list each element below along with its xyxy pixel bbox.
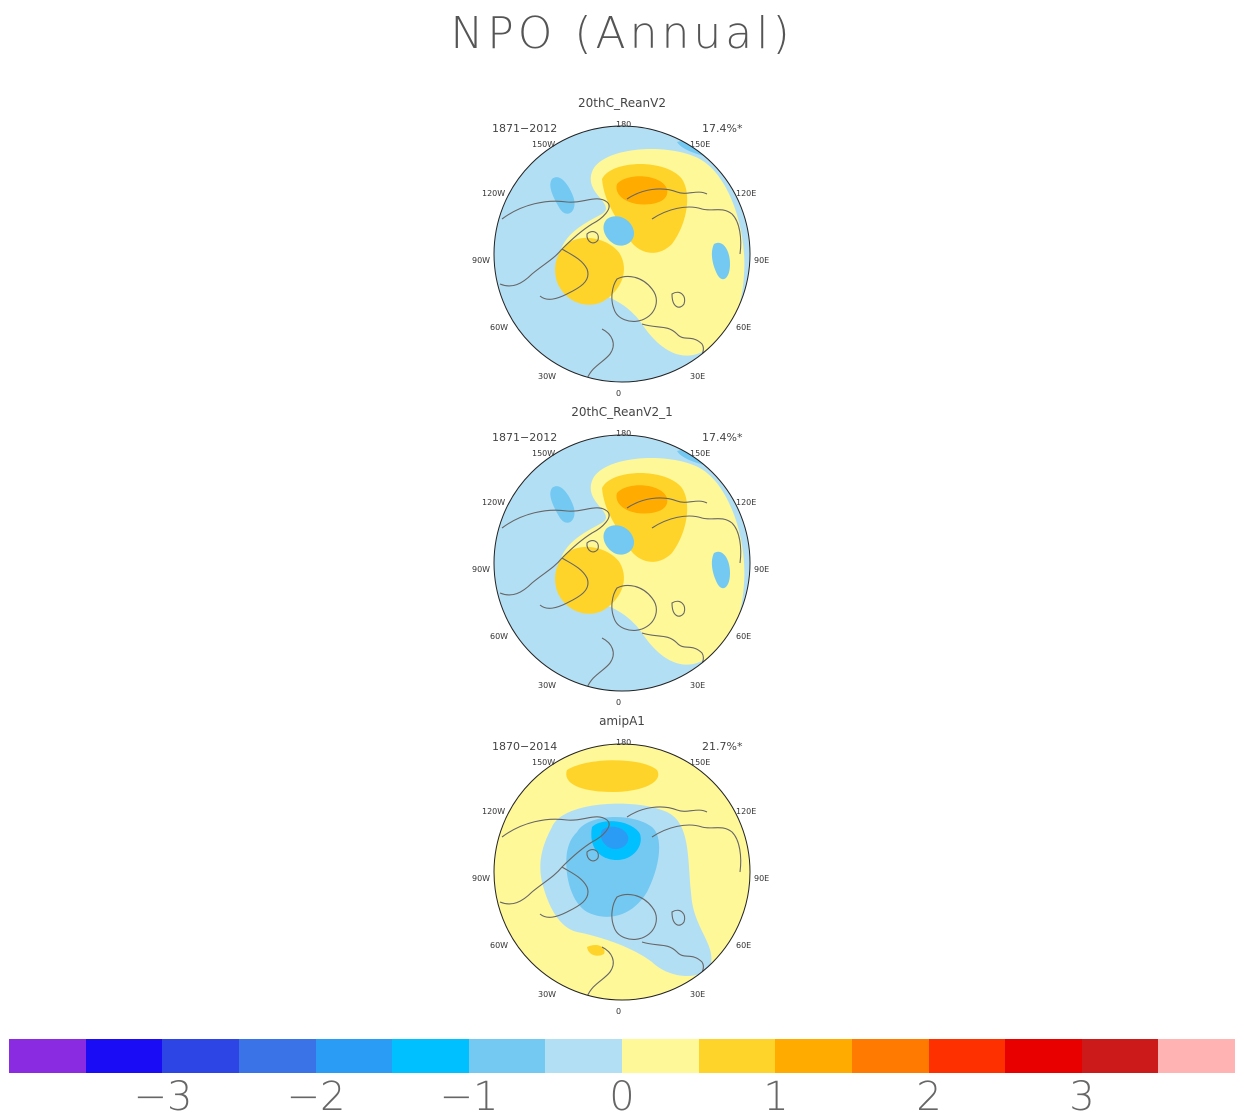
colorbar xyxy=(9,1039,1235,1073)
lon-30e-label: 30E xyxy=(690,990,706,999)
top-label: 180 xyxy=(616,429,632,438)
lon-150e-label: 150E xyxy=(690,140,711,149)
lon-90e-label: 90E xyxy=(754,565,770,574)
panel-title: 20thC_ReanV2_1 xyxy=(571,405,673,419)
polar-map xyxy=(493,125,751,383)
colorbar-tick-label: −2 xyxy=(286,1074,346,1120)
colorbar-cell xyxy=(162,1039,239,1073)
lon-90w-label: 90W xyxy=(472,256,491,265)
polar-map xyxy=(493,434,751,692)
lon-30e-label: 30E xyxy=(690,372,706,381)
map-panel: amipA1 1870−2014 21.7%* 180 150W 150E 120W 120E… xyxy=(0,714,1244,1024)
lon-120w-label: 120W xyxy=(482,807,506,816)
colorbar-cell xyxy=(9,1039,86,1073)
colorbar-tick-label: 0 xyxy=(609,1074,635,1120)
lon-150e-label: 150E xyxy=(690,449,711,458)
lon-90w-label: 90W xyxy=(472,874,491,883)
colorbar-cell xyxy=(1005,1039,1082,1073)
lon-30e-label: 30E xyxy=(690,681,706,690)
lon-120w-label: 120W xyxy=(482,189,506,198)
colorbar-cell xyxy=(85,1039,163,1073)
lon-60e-label: 60E xyxy=(736,632,752,641)
colorbar-cell xyxy=(392,1039,469,1073)
lon-150e-label: 150E xyxy=(690,758,711,767)
panel-title: 20thC_ReanV2 xyxy=(578,96,666,110)
colorbar-cell xyxy=(851,1039,929,1073)
lon-120e-label: 120E xyxy=(736,807,757,816)
colorbar-tick-label: 3 xyxy=(1069,1074,1095,1120)
colorbar-cell xyxy=(1081,1039,1159,1073)
variance-label: 17.4%* xyxy=(702,431,743,444)
colorbar-tick-label: 1 xyxy=(763,1074,789,1120)
variance-label: 21.7%* xyxy=(702,740,743,753)
panel-title: amipA1 xyxy=(599,714,645,728)
top-label: 180 xyxy=(616,120,632,129)
bottom-label: 0 xyxy=(616,389,622,398)
colorbar-cell xyxy=(928,1039,1006,1073)
lon-30w-label: 30W xyxy=(538,372,557,381)
lon-60w-label: 60W xyxy=(490,323,509,332)
colorbar-cell xyxy=(315,1039,393,1073)
period-label: 1870−2014 xyxy=(492,740,558,753)
variance-label: 17.4%* xyxy=(702,122,743,135)
lon-30w-label: 30W xyxy=(538,681,557,690)
polar-map xyxy=(493,743,751,1001)
colorbar-cell xyxy=(545,1039,622,1073)
lon-120e-label: 120E xyxy=(736,189,757,198)
period-label: 1871−2012 xyxy=(492,122,558,135)
colorbar-tick-label: −3 xyxy=(133,1074,193,1120)
lon-90w-label: 90W xyxy=(472,565,491,574)
lon-120e-label: 120E xyxy=(736,498,757,507)
colorbar-tick-label: −1 xyxy=(439,1074,499,1120)
lon-60e-label: 60E xyxy=(736,323,752,332)
top-label: 180 xyxy=(616,738,632,747)
colorbar-cell xyxy=(238,1039,316,1073)
figure-title: NPO (Annual) xyxy=(450,8,794,59)
colorbar-cell xyxy=(1158,1039,1235,1073)
colorbar-cell xyxy=(622,1039,699,1073)
lon-60e-label: 60E xyxy=(736,941,752,950)
colorbar-cell xyxy=(468,1039,546,1073)
map-panel: 20thC_ReanV2 1871−2012 17.4%* 180 150W 150E 12… xyxy=(0,96,1244,406)
colorbar-tick-label: 2 xyxy=(916,1074,942,1120)
colorbar-cell xyxy=(775,1039,852,1073)
bottom-label: 0 xyxy=(616,698,622,707)
lon-60w-label: 60W xyxy=(490,632,509,641)
map-panel: 20thC_ReanV2_1 1871−2012 17.4%* 180 150W 150E… xyxy=(0,405,1244,715)
lon-150w-label: 150W xyxy=(532,758,556,767)
lon-120w-label: 120W xyxy=(482,498,506,507)
colorbar-cell xyxy=(698,1039,776,1073)
lon-150w-label: 150W xyxy=(532,449,556,458)
bottom-label: 0 xyxy=(616,1007,622,1016)
period-label: 1871−2012 xyxy=(492,431,558,444)
lon-30w-label: 30W xyxy=(538,990,557,999)
lon-90e-label: 90E xyxy=(754,256,770,265)
lon-90e-label: 90E xyxy=(754,874,770,883)
lon-150w-label: 150W xyxy=(532,140,556,149)
lon-60w-label: 60W xyxy=(490,941,509,950)
